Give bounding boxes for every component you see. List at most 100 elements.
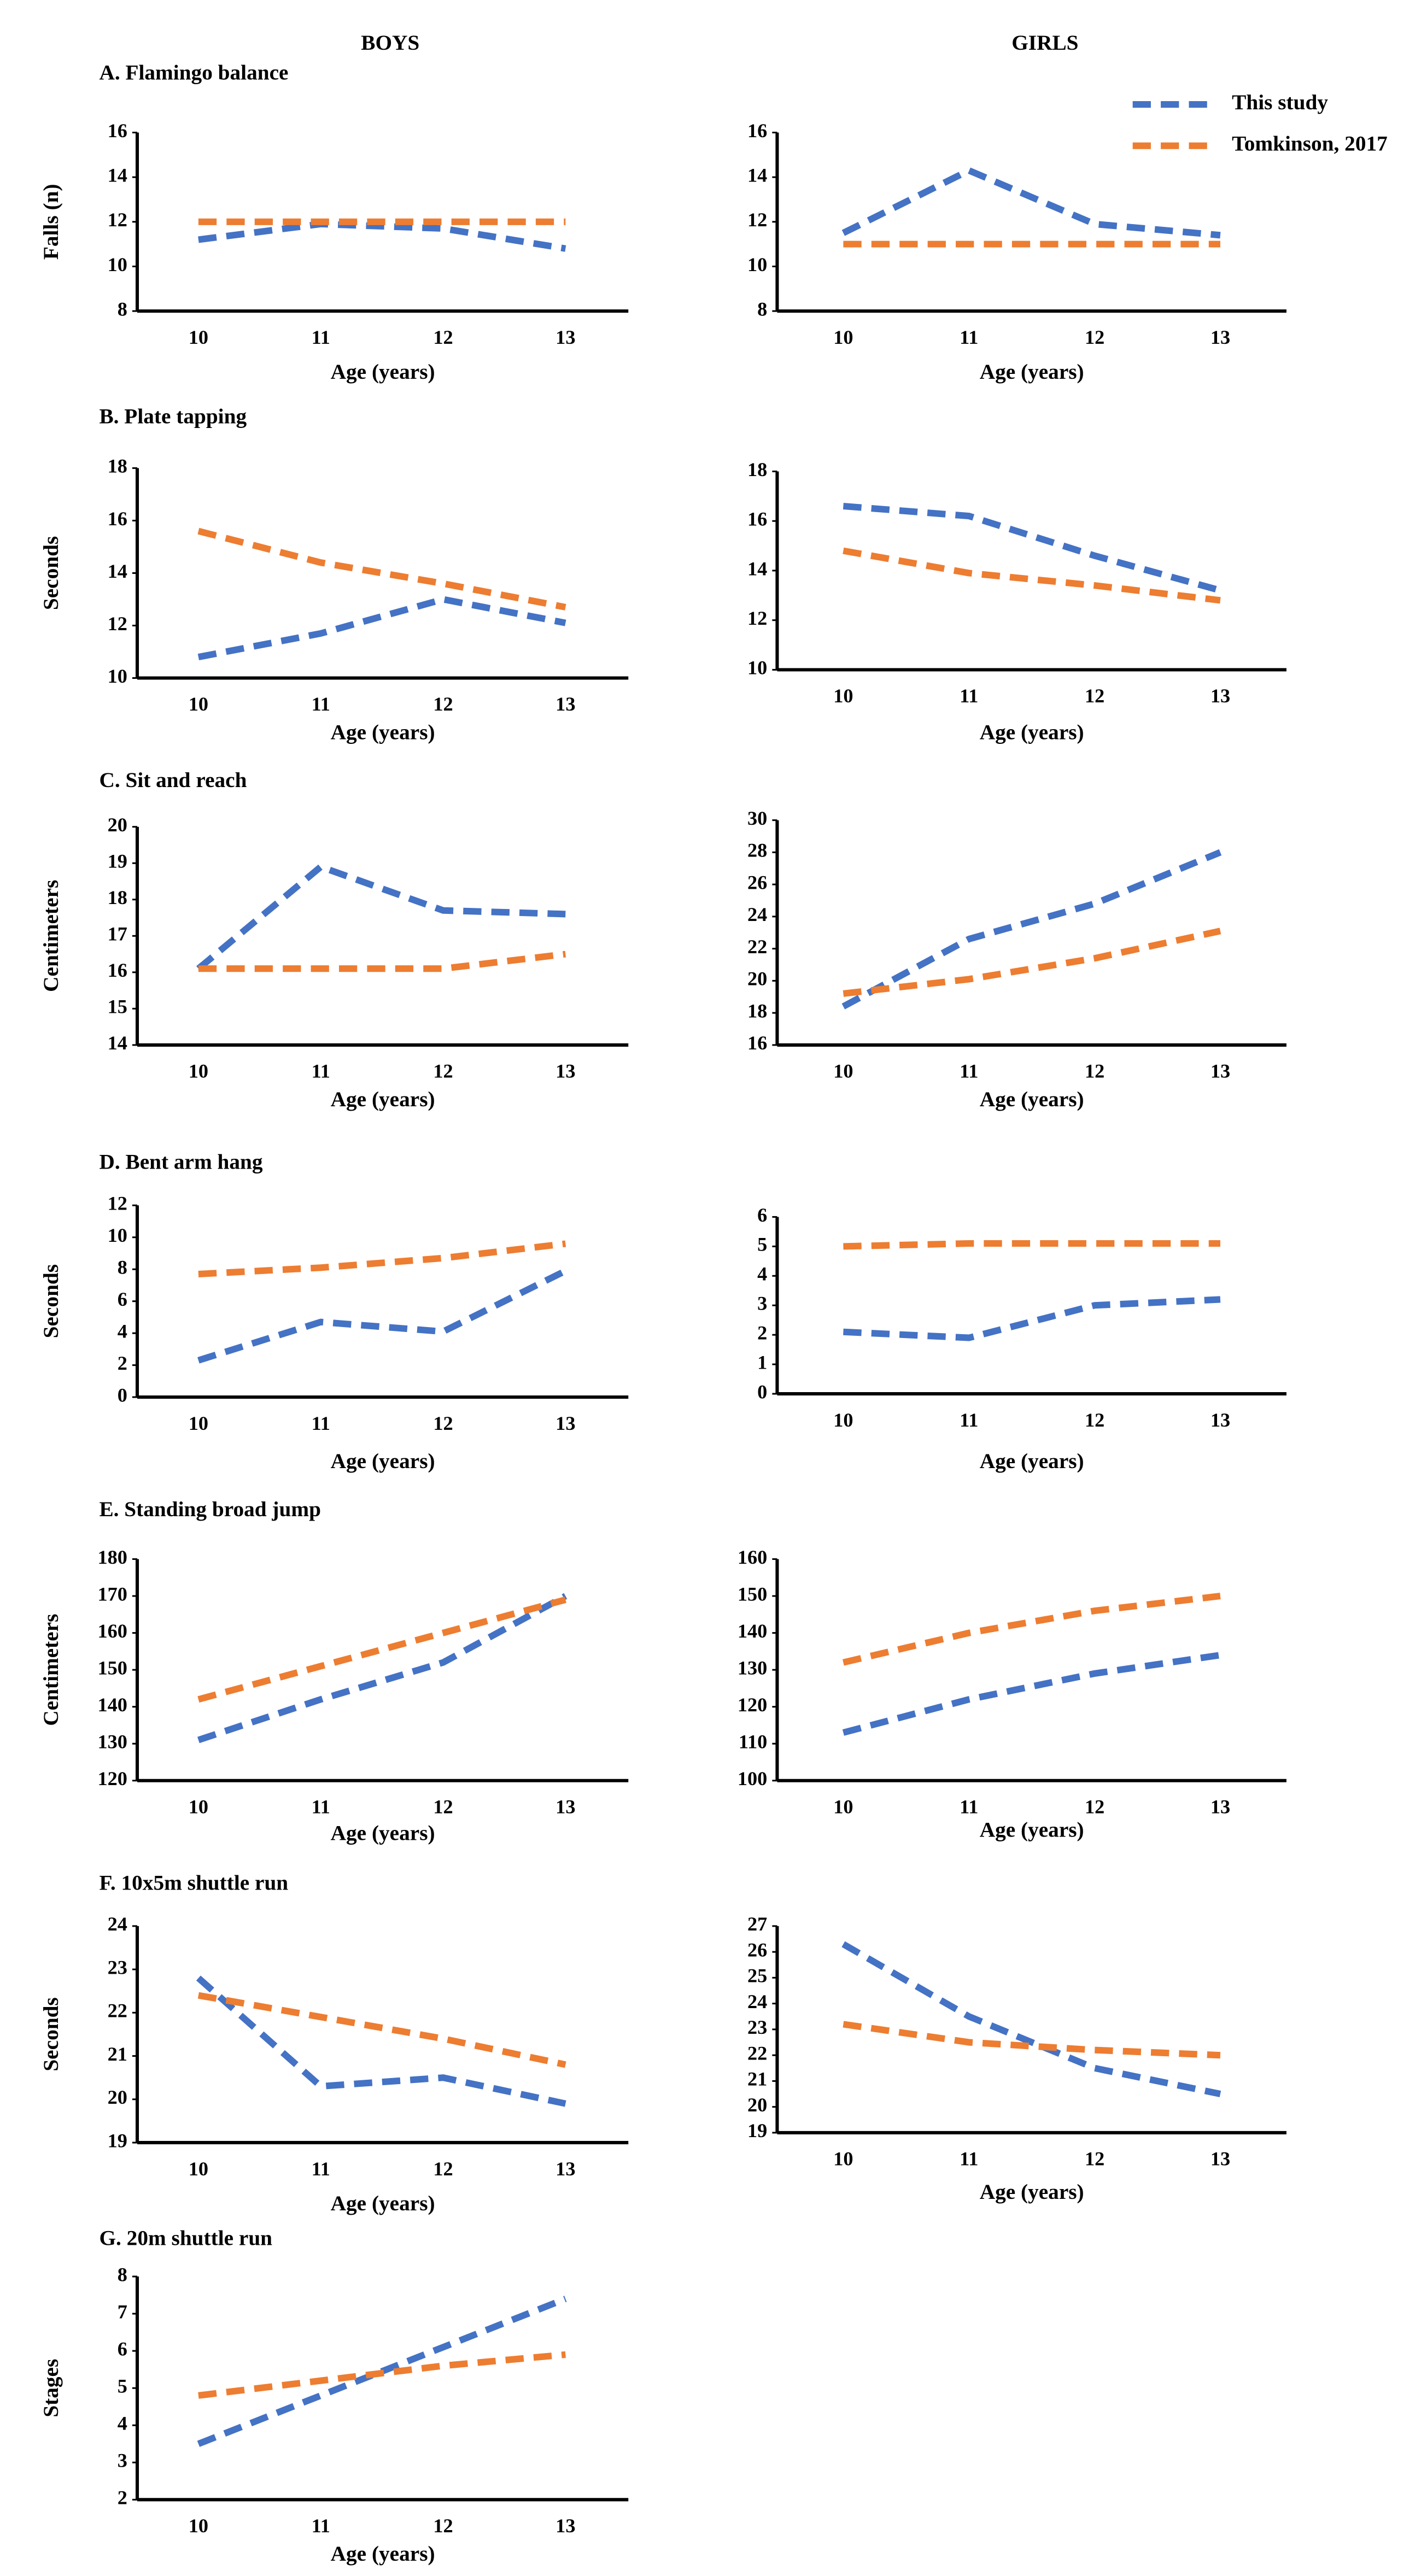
data-line bbox=[843, 1593, 1221, 1666]
y-tick-label: 10 bbox=[108, 1224, 127, 1246]
x-tick-label: 12 bbox=[433, 326, 453, 348]
y-tick-label: 10 bbox=[108, 665, 127, 687]
y-axis-label: Centimeters bbox=[39, 1614, 63, 1726]
y-tick-label: 12 bbox=[108, 613, 127, 635]
data-line bbox=[843, 1240, 1220, 1250]
y-tick-label: 16 bbox=[108, 120, 127, 142]
y-tick-label: 20 bbox=[108, 814, 127, 836]
x-tick-label: 10 bbox=[189, 1795, 208, 1817]
x-tick-label: 10 bbox=[189, 326, 208, 348]
y-tick-label: 2 bbox=[757, 1322, 767, 1344]
x-tick-label: 11 bbox=[312, 1060, 330, 1082]
data-line bbox=[197, 1596, 566, 1703]
y-tick-label: 14 bbox=[747, 558, 767, 579]
x-tick-label: 11 bbox=[312, 1412, 330, 1434]
x-tick-label: 10 bbox=[189, 693, 208, 715]
y-tick-label: 18 bbox=[108, 887, 127, 908]
y-tick-label: 16 bbox=[108, 959, 127, 981]
y-tick-label: 3 bbox=[757, 1293, 767, 1315]
y-tick-label: 17 bbox=[108, 923, 127, 945]
data-line bbox=[196, 863, 566, 971]
y-tick-label: 12 bbox=[747, 607, 767, 629]
data-line bbox=[197, 596, 566, 661]
y-tick-label: 20 bbox=[747, 2094, 767, 2116]
y-tick-label: 1 bbox=[757, 1351, 767, 1373]
panel-title: F. 10x5m shuttle run bbox=[99, 1870, 288, 1894]
y-tick-label: 30 bbox=[747, 807, 767, 829]
y-tick-label: 6 bbox=[757, 1204, 767, 1226]
x-tick-label: 10 bbox=[833, 685, 853, 707]
y-tick-label: 24 bbox=[747, 1991, 767, 2012]
data-line bbox=[841, 1941, 1221, 2097]
y-tick-label: 0 bbox=[118, 1384, 127, 1406]
y-tick-label: 150 bbox=[97, 1657, 127, 1679]
data-line bbox=[841, 167, 1221, 239]
x-tick-label: 13 bbox=[555, 1060, 575, 1082]
x-axis-label: Age (years) bbox=[980, 1087, 1084, 1111]
x-axis-label: Age (years) bbox=[980, 720, 1084, 744]
panel-title: C. Sit and reach bbox=[99, 768, 247, 792]
y-tick-label: 21 bbox=[108, 2043, 127, 2065]
data-line bbox=[198, 1240, 566, 1278]
y-tick-label: 20 bbox=[108, 2086, 127, 2108]
y-tick-label: 4 bbox=[118, 2413, 127, 2434]
legend-label: This study bbox=[1232, 90, 1328, 114]
x-tick-label: 10 bbox=[833, 1795, 853, 1817]
x-tick-label: 11 bbox=[312, 2515, 330, 2537]
y-tick-label: 24 bbox=[747, 903, 767, 925]
x-tick-label: 12 bbox=[433, 1412, 453, 1434]
data-line bbox=[842, 1652, 1221, 1736]
column-header: GIRLS bbox=[1011, 31, 1078, 55]
y-tick-label: 150 bbox=[738, 1583, 767, 1605]
x-axis-label: Age (years) bbox=[980, 1818, 1084, 1842]
y-tick-label: 130 bbox=[97, 1731, 127, 1753]
x-tick-label: 10 bbox=[189, 2515, 208, 2537]
y-tick-label: 21 bbox=[747, 2068, 767, 2090]
y-tick-label: 20 bbox=[747, 968, 767, 990]
data-line bbox=[843, 547, 1221, 604]
x-tick-label: 12 bbox=[1085, 326, 1104, 348]
y-tick-label: 16 bbox=[108, 508, 127, 530]
x-tick-label: 11 bbox=[960, 1409, 978, 1431]
y-tick-label: 2 bbox=[118, 2487, 127, 2509]
y-tick-label: 6 bbox=[118, 1288, 127, 1310]
y-tick-label: 120 bbox=[97, 1768, 127, 1789]
y-tick-label: 120 bbox=[738, 1694, 767, 1716]
data-line bbox=[197, 1593, 568, 1744]
data-line bbox=[198, 220, 566, 252]
y-tick-label: 160 bbox=[97, 1620, 127, 1642]
y-tick-label: 22 bbox=[108, 2000, 127, 2022]
y-tick-label: 140 bbox=[97, 1694, 127, 1716]
y-tick-label: 7 bbox=[118, 2301, 127, 2322]
x-axis-label: Age (years) bbox=[331, 360, 435, 384]
x-tick-label: 13 bbox=[1210, 1409, 1230, 1431]
y-tick-label: 19 bbox=[108, 2129, 127, 2151]
y-tick-label: 25 bbox=[747, 1965, 767, 1987]
x-tick-label: 13 bbox=[555, 2158, 575, 2180]
y-tick-label: 18 bbox=[747, 459, 767, 480]
y-tick-label: 8 bbox=[118, 298, 127, 320]
x-axis-label: Age (years) bbox=[980, 360, 1084, 384]
y-tick-label: 14 bbox=[747, 164, 767, 186]
x-tick-label: 10 bbox=[833, 326, 853, 348]
y-tick-label: 19 bbox=[108, 850, 127, 872]
x-tick-label: 13 bbox=[555, 1412, 575, 1434]
y-tick-label: 24 bbox=[108, 1913, 127, 1935]
data-line bbox=[843, 928, 1221, 997]
x-tick-label: 11 bbox=[312, 693, 330, 715]
x-axis-label: Age (years) bbox=[331, 2542, 435, 2566]
y-tick-label: 0 bbox=[757, 1381, 767, 1403]
x-tick-label: 12 bbox=[433, 1060, 453, 1082]
y-tick-label: 8 bbox=[118, 1257, 127, 1278]
y-axis-label: Stages bbox=[39, 2359, 63, 2417]
data-line bbox=[197, 1992, 566, 2068]
y-tick-label: 23 bbox=[747, 2016, 767, 2038]
x-tick-label: 13 bbox=[1210, 1060, 1230, 1082]
x-tick-label: 11 bbox=[312, 326, 330, 348]
x-tick-label: 11 bbox=[960, 1060, 978, 1082]
x-tick-label: 11 bbox=[960, 1795, 978, 1817]
y-tick-label: 16 bbox=[747, 508, 767, 530]
y-tick-label: 19 bbox=[747, 2120, 767, 2141]
x-tick-label: 13 bbox=[555, 693, 575, 715]
panel-title: E. Standing broad jump bbox=[99, 1497, 321, 1521]
